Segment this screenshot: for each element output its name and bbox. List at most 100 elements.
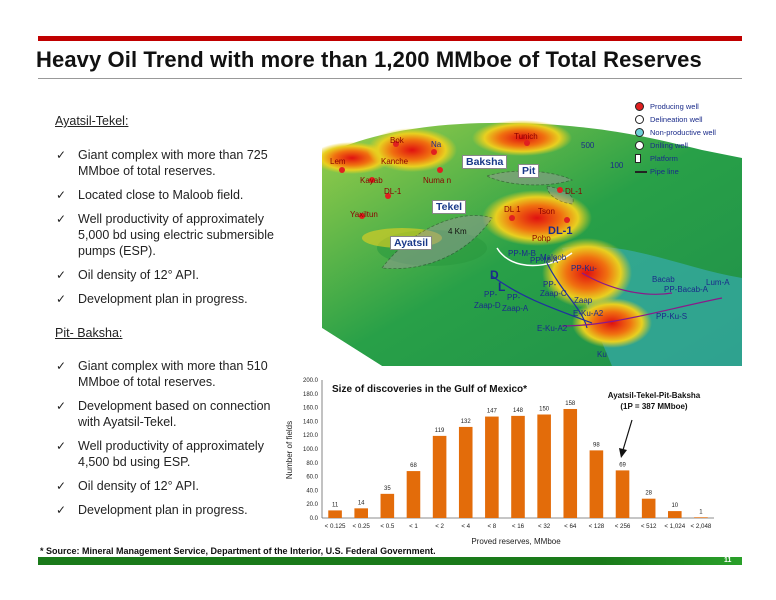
x-tick-label: < 128 [589,523,605,530]
bullet-item: ✓ Well productivity of approximately 5,00… [56,212,274,258]
data-label: 119 [435,428,445,434]
chart-annotation-line2: (1P = 387 MMboe) [620,402,688,411]
bullet-item: ✓ Oil density of 12° API. [56,268,200,282]
legend-item: Pipe line [632,165,742,178]
map-label: Tson [538,207,555,216]
data-label: 10 [671,503,678,509]
non-productive-well-icon [635,128,644,137]
chart-title: Size of discoveries in the Gulf of Mexic… [332,384,527,395]
bullet-item: ✓ Development plan in progress. [56,292,248,306]
map-label: Zaap-D [474,301,501,310]
bullet-item: ✓ Giant complex with more than 725 MMboe … [56,148,268,178]
x-tick-label: < 8 [487,523,496,530]
x-tick-label: < 256 [615,523,631,530]
y-tick-label: 140.0 [303,419,319,425]
bar [537,414,551,518]
map-label: Kanche [381,157,409,166]
checkmark-icon: ✓ [56,148,67,162]
x-tick-label: < 2 [435,523,444,530]
bullet-item: ✓ Development based on connection with Ay… [56,399,271,429]
checkmark-icon: ✓ [56,212,67,226]
x-tick-label: < 16 [512,523,525,530]
legend-item: Delineation well [632,113,742,126]
data-label: 150 [539,407,550,413]
bar [354,508,368,518]
pipe-line-icon [635,171,647,173]
bar [589,450,604,518]
scale-label: 100 [610,161,624,170]
x-tick-label: < 0.25 [353,523,371,530]
bar-chart-svg: 0.0 20.0 40.0 60.0 80.0 100.0 120.0 140.0 160.0 1… [285,378,714,546]
bullet-item: ✓ Development plan in progress. [56,503,248,517]
map-label: Numa n [423,176,452,185]
checkmark-icon: ✓ [56,503,67,517]
map-label: PP-Ku-S [656,312,688,321]
checkmark-icon: ✓ [56,439,67,453]
top-red-rule [38,36,742,41]
map-label: PP- [543,280,557,289]
pit-baksha-bullets: ✓ Giant complex with more than 510 MMboe … [56,358,292,526]
map-label: Kayab [360,176,383,185]
y-tick-label: 40.0 [306,488,318,494]
platform-icon [635,154,641,163]
map-label: Ku [597,350,607,359]
map-label: Tunich [514,132,538,141]
y-tick-label: 60.0 [306,475,318,481]
map-label: Na [431,140,442,149]
data-label: 158 [565,401,576,407]
map-label: PP-Ku- [571,264,597,273]
map-label: E-Ku-A2 [573,309,604,318]
section-heading-ayatsil-tekel: Ayatsil-Tekel: [55,114,129,128]
drilling-well-icon [635,141,644,150]
field-map [322,98,742,366]
x-axis-label: Proved reserves, MMboe [471,537,561,546]
bar [694,517,708,518]
y-tick-label: 80.0 [306,461,318,467]
x-tick-label: < 512 [641,523,657,530]
y-tick-label: 180.0 [303,392,319,398]
legend-item: Platform [632,152,742,165]
checkmark-icon: ✓ [56,292,67,306]
map-label-baksha: Baksha [462,155,508,169]
map-label: DL-1 [548,225,573,237]
map-label: PP-M-A [530,256,558,265]
map-label: Zaap-A [502,304,529,313]
map-label: Lem [330,157,346,166]
x-tick-label: < 4 [461,523,470,530]
data-label: 132 [461,419,472,425]
map-label-tekel: Tekel [432,200,467,214]
bar [511,415,525,518]
x-tick-label: < 64 [564,523,577,530]
slide-title: Heavy Oil Trend with more than 1,200 MMb… [36,47,702,72]
y-tick-label: 0.0 [310,516,319,522]
section-heading-pit-baksha: Pit- Baksha: [55,326,123,340]
map-label: L [498,280,506,294]
x-tick-label: < 32 [538,523,551,530]
annotation-arrow-line [622,419,633,451]
data-label: 28 [645,491,652,497]
y-tick-label: 20.0 [306,502,318,508]
map-label: PP-M-B [508,249,536,258]
x-tick-label: < 1,024 [664,523,685,530]
bar [615,470,630,518]
data-label: 1 [699,509,703,515]
bottom-green-bar [38,557,742,565]
title-divider [38,78,742,79]
scale-annotation: 4 Km [448,227,467,236]
map-label: D [490,268,499,282]
bullet-item: ✓ Located close to Maloob field. [56,188,244,202]
checkmark-icon: ✓ [56,479,67,493]
checkmark-icon: ✓ [56,188,67,202]
bullet-item: ✓ Oil density of 12° API. [56,479,200,493]
map-label: Lum-A [706,278,730,287]
bar [641,498,656,518]
map-label: Maloob [540,253,567,262]
checkmark-icon: ✓ [56,399,67,413]
chart-annotation-line1: Ayatsil-Tekel-Pit-Baksha [608,391,701,400]
x-tick-label: < 2,048 [691,523,712,530]
legend-item: Drilling well [632,139,742,152]
map-label-ayatsil: Ayatsil [390,236,433,250]
y-tick-label: 200.0 [303,378,319,384]
data-label: 14 [358,500,365,506]
annotation-arrowhead [619,448,627,458]
